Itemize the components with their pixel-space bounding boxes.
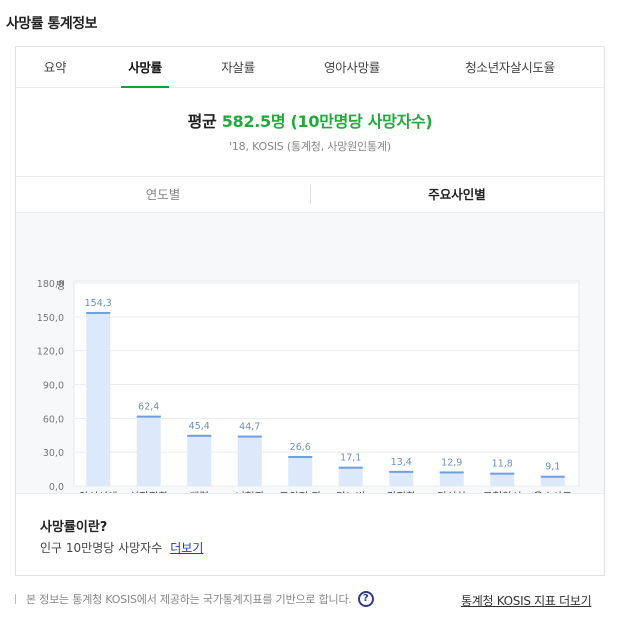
y-tick-label: 0,0 xyxy=(49,482,64,493)
average-unit: (10만명당 사망자수) xyxy=(290,112,433,131)
y-tick-label: 180,0 xyxy=(37,279,64,290)
x-category-label: 운수사고 xyxy=(533,491,572,493)
bar-top xyxy=(237,435,262,438)
bar-value-label: 12,9 xyxy=(441,457,462,468)
definition-text: 인구 10만명당 사망자수 xyxy=(40,541,163,555)
average-value: 582.5명 xyxy=(221,112,286,131)
bar-value-label: 13,4 xyxy=(391,457,412,468)
bar-value-label: 62,4 xyxy=(138,402,159,413)
bar xyxy=(288,456,313,486)
bar xyxy=(389,470,414,486)
bar-top xyxy=(439,471,464,474)
question-circle-icon[interactable]: ? xyxy=(357,591,374,607)
x-category-label: 당뇨병 xyxy=(336,491,365,493)
y-axis-label: 명 xyxy=(56,280,65,292)
definition-text-row: 인구 10만명당 사망자수 더보기 xyxy=(40,539,203,556)
bar xyxy=(237,435,262,486)
bar-value-label: 9,1 xyxy=(545,462,560,473)
toggle-divider xyxy=(310,185,311,204)
footer-bullet-bar xyxy=(15,594,16,604)
bar-value-label: 17,1 xyxy=(340,453,361,464)
bar-value-label: 44,7 xyxy=(239,422,260,433)
y-tick-label: 90,0 xyxy=(43,381,64,392)
footer-note-text: 본 정보는 통계청 KOSIS에서 제공하는 국가통계지표를 기반으로 합니다. xyxy=(26,593,352,606)
bar xyxy=(86,311,111,486)
bar xyxy=(439,471,464,486)
view-toggle: 연도별 주요사인별 xyxy=(16,176,604,213)
y-tick-label: 30,0 xyxy=(43,448,64,459)
cause-chart: 명 0,0 30,0 60,0 90,0 120,0 150,0 180,0 154,3 악성신생… xyxy=(16,213,604,493)
x-category-label: 고혈압성 xyxy=(483,490,522,493)
bar-value-label: 11,8 xyxy=(492,459,513,470)
tab-summary[interactable]: 요약 xyxy=(43,60,67,75)
bar xyxy=(136,415,161,486)
tab-youth-suicide-attempt[interactable]: 청소년자살시도율 xyxy=(465,60,555,75)
bar-top xyxy=(540,475,565,478)
definition-title: 사망률이란? xyxy=(40,520,108,535)
tab-mortality[interactable]: 사망률 xyxy=(121,47,169,88)
section-divider xyxy=(16,493,604,494)
tab-suicide[interactable]: 자살률 xyxy=(221,60,255,75)
bar-value-label: 45,4 xyxy=(189,421,210,432)
x-category-label: 만성하 xyxy=(437,490,466,493)
kosis-more-link[interactable]: 통계청 KOSIS 지표 더보기 xyxy=(461,594,592,608)
bar-chart-svg: 명 0,0 30,0 60,0 90,0 120,0 150,0 180,0 154,3 악성신생… xyxy=(37,279,580,493)
bar-top xyxy=(389,470,414,473)
bar-top xyxy=(338,466,363,469)
tab-bar: 요약 사망률 자살률 영아사망률 청소년자살시도율 xyxy=(16,47,604,88)
bar-value-label: 154,3 xyxy=(85,298,112,309)
y-tick-label: 120,0 xyxy=(37,347,64,358)
definition-more-link[interactable]: 더보기 xyxy=(170,541,204,555)
mortality-card: 요약 사망률 자살률 영아사망률 청소년자살시도율 평균 582.5명 (10만… xyxy=(15,46,605,576)
x-category-label: 뇌혈관 xyxy=(235,490,264,493)
bar-top xyxy=(490,472,515,475)
x-category-label: 악성신생 xyxy=(79,491,118,493)
y-tick-label: 150,0 xyxy=(37,313,64,324)
bar-top xyxy=(187,434,212,437)
x-category-label: 폐렴 xyxy=(190,490,209,493)
toggle-by-cause[interactable]: 주요사인별 xyxy=(428,187,486,202)
footer-note: 본 정보는 통계청 KOSIS에서 제공하는 국가통계지표를 기반으로 합니다.… xyxy=(15,591,374,607)
bar xyxy=(490,472,515,486)
bar-value-label: 26,6 xyxy=(290,442,311,453)
y-tick-label: 60,0 xyxy=(43,414,64,425)
x-category-label: 고의적 자 xyxy=(279,491,321,493)
x-category-label: 간질환 xyxy=(387,491,416,493)
page-title: 사망률 통계정보 xyxy=(6,16,98,32)
bar xyxy=(187,434,212,486)
bar xyxy=(540,475,565,486)
data-source: '18, KOSIS (통계청, 사망원인통계) xyxy=(229,140,391,153)
bar-top xyxy=(288,456,313,459)
average-prefix: 평균 xyxy=(187,112,217,131)
bar-top xyxy=(86,311,111,314)
toggle-by-year[interactable]: 연도별 xyxy=(145,187,181,202)
bar xyxy=(338,466,363,486)
bar-top xyxy=(136,415,161,418)
x-category-label: 심장질환 xyxy=(129,491,168,493)
average-summary: 평균 582.5명 (10만명당 사망자수) xyxy=(16,108,604,132)
tab-infant-mortality[interactable]: 영아사망률 xyxy=(323,60,380,75)
